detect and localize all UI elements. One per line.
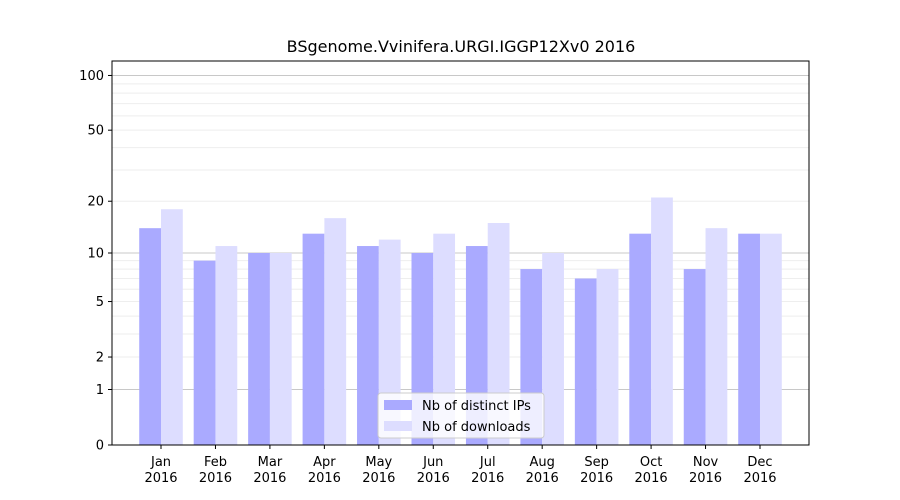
bar-downloads — [487, 222, 510, 445]
x-tick-label-year: 2016 — [526, 471, 559, 486]
x-tick-label-month: Apr — [313, 455, 336, 470]
x-tick-label-year: 2016 — [689, 471, 722, 486]
x-axis: Jan2016Feb2016Mar2016Apr2016May2016Jun20… — [144, 445, 777, 486]
bar-downloads — [596, 269, 619, 445]
y-tick-label: 10 — [87, 247, 104, 262]
bar-downloads — [161, 209, 183, 445]
bar-distinct-ips — [139, 228, 162, 445]
x-tick-label-month: Jul — [479, 455, 496, 470]
x-tick-label-month: Jun — [422, 455, 443, 470]
x-tick-label-year: 2016 — [199, 471, 232, 486]
bar-downloads — [705, 228, 728, 445]
x-tick-label-year: 2016 — [471, 471, 504, 486]
x-tick-label-month: Nov — [693, 455, 719, 470]
bar-downloads — [433, 233, 456, 445]
x-tick-label-month: Oct — [640, 455, 662, 470]
bar-distinct-ips — [629, 233, 652, 445]
x-tick-label-month: Mar — [258, 455, 283, 470]
legend: Nb of distinct IPs Nb of downloads — [377, 392, 545, 439]
bar-distinct-ips — [574, 278, 597, 445]
y-tick-label: 2 — [96, 351, 104, 366]
legend-box — [377, 392, 545, 439]
chart-title: BSgenome.Vvinifera.URGI.IGGP12Xv0 2016 — [287, 37, 636, 56]
legend-swatch — [384, 421, 412, 431]
bar-distinct-ips — [302, 233, 325, 445]
bar-distinct-ips — [683, 269, 706, 445]
x-tick-label-year: 2016 — [253, 471, 286, 486]
x-tick-label-year: 2016 — [144, 471, 177, 486]
legend-label: Nb of distinct IPs — [422, 399, 531, 414]
y-tick-label: 20 — [87, 195, 104, 210]
bar-downloads — [324, 218, 347, 445]
bar-distinct-ips — [738, 233, 760, 445]
x-tick-label-year: 2016 — [417, 471, 450, 486]
x-tick-label-month: Aug — [529, 455, 554, 470]
bar-downloads — [759, 233, 782, 445]
bar-distinct-ips — [193, 260, 216, 445]
x-tick-label-year: 2016 — [743, 471, 776, 486]
x-tick-label-month: Jan — [150, 455, 171, 470]
x-tick-label-month: Dec — [747, 455, 772, 470]
bar-downloads — [542, 253, 564, 445]
x-tick-label-month: Sep — [584, 455, 609, 470]
x-tick-label-month: Feb — [204, 455, 227, 470]
bar-downloads — [651, 197, 673, 445]
bar-downloads — [269, 253, 292, 445]
bar-distinct-ips — [248, 253, 270, 445]
y-tick-label: 5 — [96, 295, 104, 310]
legend-swatch — [384, 400, 412, 410]
y-tick-label: 0 — [96, 439, 104, 454]
y-tick-label: 1 — [96, 383, 104, 398]
bar-downloads — [215, 246, 238, 445]
x-tick-label-year: 2016 — [635, 471, 668, 486]
y-axis: 0 1 2 5 10 20 50 100 — [79, 69, 112, 454]
x-tick-label-year: 2016 — [580, 471, 613, 486]
x-tick-label-year: 2016 — [362, 471, 395, 486]
x-tick-label-month: May — [365, 455, 392, 470]
legend-label: Nb of downloads — [422, 420, 531, 435]
x-tick-label-year: 2016 — [308, 471, 341, 486]
bar-distinct-ips — [357, 246, 379, 445]
y-tick-label: 50 — [87, 124, 104, 139]
y-tick-label: 100 — [79, 69, 104, 84]
